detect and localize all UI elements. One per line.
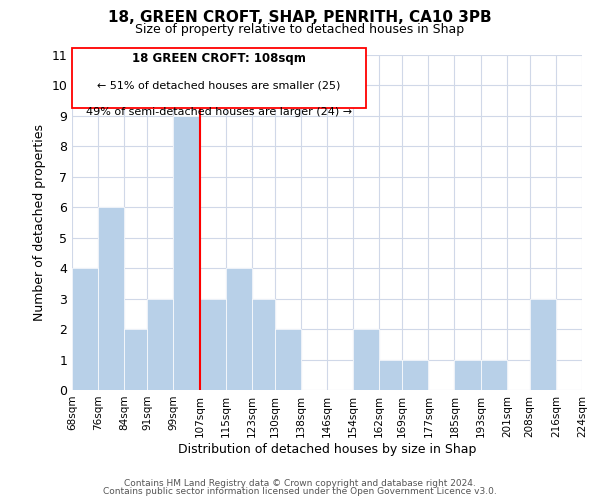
Y-axis label: Number of detached properties: Number of detached properties: [33, 124, 46, 321]
Bar: [353, 329, 379, 390]
Text: Contains HM Land Registry data © Crown copyright and database right 2024.: Contains HM Land Registry data © Crown c…: [124, 478, 476, 488]
Bar: [252, 298, 275, 390]
Bar: [275, 329, 301, 390]
Bar: [455, 360, 481, 390]
Bar: [379, 360, 402, 390]
Text: 18 GREEN CROFT: 108sqm: 18 GREEN CROFT: 108sqm: [132, 52, 306, 64]
Bar: [481, 360, 507, 390]
Bar: [402, 360, 428, 390]
Text: Size of property relative to detached houses in Shap: Size of property relative to detached ho…: [136, 22, 464, 36]
Bar: [226, 268, 252, 390]
X-axis label: Distribution of detached houses by size in Shap: Distribution of detached houses by size …: [178, 442, 476, 456]
Text: 18, GREEN CROFT, SHAP, PENRITH, CA10 3PB: 18, GREEN CROFT, SHAP, PENRITH, CA10 3PB: [108, 10, 492, 25]
Bar: [98, 208, 124, 390]
Text: Contains public sector information licensed under the Open Government Licence v3: Contains public sector information licen…: [103, 487, 497, 496]
Bar: [72, 268, 98, 390]
Bar: [147, 298, 173, 390]
Text: 49% of semi-detached houses are larger (24) →: 49% of semi-detached houses are larger (…: [86, 107, 352, 117]
Text: ← 51% of detached houses are smaller (25): ← 51% of detached houses are smaller (25…: [97, 80, 341, 90]
Bar: [173, 116, 199, 390]
Bar: [124, 329, 147, 390]
Bar: [582, 329, 600, 390]
Bar: [530, 298, 556, 390]
FancyBboxPatch shape: [72, 48, 366, 108]
Bar: [199, 298, 226, 390]
